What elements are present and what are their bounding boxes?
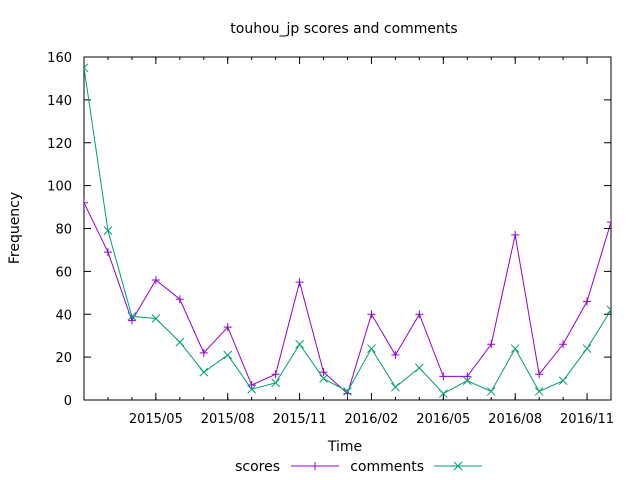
x-tick-label: 2016/02	[344, 412, 398, 427]
plus-marker	[463, 372, 472, 381]
x-tick-label: 2015/08	[201, 412, 255, 427]
cross-marker	[295, 339, 304, 349]
plus-marker	[295, 278, 304, 287]
cross-marker	[486, 387, 496, 396]
y-tick-label: 20	[55, 351, 72, 366]
y-tick-label: 60	[55, 265, 72, 280]
y-axis: 0 20 40 60 80 100 120 140 160	[47, 51, 611, 409]
cross-marker	[534, 387, 544, 396]
plus-marker	[103, 248, 112, 257]
cross-marker	[103, 226, 113, 235]
plus-marker	[84, 198, 88, 207]
series-comments	[84, 63, 611, 398]
y-tick-label: 80	[55, 223, 72, 238]
series-layer	[84, 63, 611, 398]
plot-frame	[83, 56, 612, 401]
x-tick-label: 2015/11	[273, 412, 327, 427]
y-tick-label: 40	[55, 308, 72, 323]
x-tick-label: 2015/05	[129, 412, 183, 427]
legend-label-comments: comments	[350, 459, 424, 475]
x-tick-label: 2016/05	[416, 412, 470, 427]
plus-marker	[391, 350, 400, 359]
plus-marker	[559, 340, 568, 349]
cross-marker	[391, 382, 400, 392]
plus-marker	[311, 462, 319, 470]
plus-marker	[535, 370, 544, 379]
cross-marker	[462, 376, 472, 386]
cross-marker	[151, 314, 161, 323]
cross-marker	[582, 344, 592, 353]
cross-marker	[175, 337, 185, 347]
x-tick-label: 2016/08	[488, 412, 542, 427]
cross-marker	[84, 63, 89, 73]
plus-marker	[511, 230, 520, 239]
cross-marker	[271, 378, 280, 388]
x-axis-title: Time	[327, 439, 362, 455]
plus-marker	[607, 218, 611, 227]
plus-marker	[415, 310, 424, 319]
y-tick-label: 140	[47, 94, 72, 109]
cross-marker	[558, 376, 568, 386]
plus-marker	[271, 370, 280, 379]
cross-marker	[510, 344, 520, 353]
y-tick-label: 100	[47, 180, 72, 195]
series-line	[84, 67, 611, 395]
series-scores	[84, 198, 611, 398]
x-axis: 2015/05 2015/08 2015/11 2016/02 2016/05 2016/…	[107, 57, 614, 427]
plus-marker	[151, 275, 160, 284]
legend-label-scores: scores	[235, 459, 280, 475]
chart-title: touhou_jp scores and comments	[230, 21, 457, 37]
plus-marker	[367, 310, 376, 319]
plus-marker	[583, 297, 592, 306]
plus-marker	[127, 316, 136, 325]
cross-marker	[367, 344, 376, 353]
cross-marker	[127, 312, 137, 321]
series-line	[84, 202, 611, 395]
cross-marker	[199, 367, 209, 377]
cross-marker	[438, 389, 448, 398]
cross-marker	[247, 384, 257, 394]
y-tick-label: 120	[47, 137, 72, 152]
plus-marker	[487, 340, 496, 349]
plus-marker	[439, 372, 448, 381]
plus-marker	[223, 323, 232, 332]
cross-marker	[343, 387, 352, 396]
y-tick-label: 160	[47, 51, 72, 66]
cross-marker	[606, 305, 611, 315]
y-axis-title: Frequency	[7, 192, 23, 264]
cross-marker	[223, 350, 233, 360]
plus-marker	[319, 368, 328, 377]
x-tick-label: 2016/11	[560, 412, 614, 427]
cross-marker	[319, 374, 328, 383]
y-tick-label: 0	[64, 394, 72, 409]
cross-marker	[415, 363, 424, 373]
plus-marker	[199, 348, 208, 357]
cross-marker	[453, 461, 463, 471]
legend: scores comments	[235, 459, 482, 475]
plus-marker	[175, 295, 184, 304]
